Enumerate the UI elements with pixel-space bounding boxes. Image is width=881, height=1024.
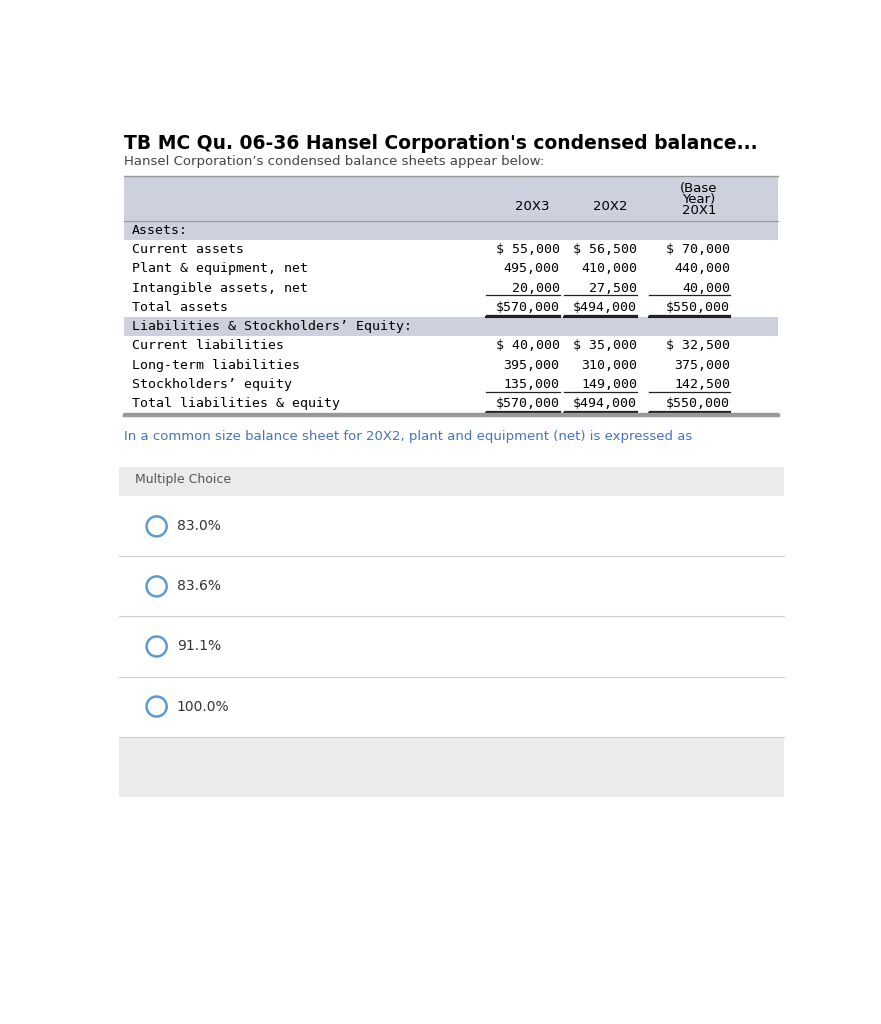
Text: 83.6%: 83.6% bbox=[177, 580, 221, 594]
Text: 91.1%: 91.1% bbox=[177, 639, 221, 653]
Text: (Base: (Base bbox=[680, 182, 718, 196]
Bar bbox=[120, 767, 783, 797]
Text: Multiple Choice: Multiple Choice bbox=[135, 473, 231, 486]
Text: $570,000: $570,000 bbox=[496, 301, 559, 313]
Bar bbox=[120, 467, 783, 767]
Text: 20,000: 20,000 bbox=[512, 282, 559, 295]
Text: 440,000: 440,000 bbox=[674, 262, 730, 275]
Bar bbox=[124, 375, 778, 394]
Text: Current assets: Current assets bbox=[132, 243, 244, 256]
Text: $550,000: $550,000 bbox=[666, 397, 730, 410]
Text: 310,000: 310,000 bbox=[581, 358, 637, 372]
Bar bbox=[124, 298, 778, 316]
Text: 40,000: 40,000 bbox=[682, 282, 730, 295]
Bar bbox=[120, 677, 783, 736]
Bar bbox=[120, 497, 783, 556]
Bar bbox=[124, 316, 778, 336]
Text: Hansel Corporation’s condensed balance sheets appear below:: Hansel Corporation’s condensed balance s… bbox=[124, 156, 544, 168]
Text: 395,000: 395,000 bbox=[504, 358, 559, 372]
Text: Intangible assets, net: Intangible assets, net bbox=[132, 282, 307, 295]
Text: $ 56,500: $ 56,500 bbox=[574, 243, 637, 256]
Bar bbox=[120, 556, 783, 616]
Text: Year): Year) bbox=[683, 193, 715, 206]
Bar bbox=[124, 240, 778, 259]
Text: 83.0%: 83.0% bbox=[177, 519, 220, 534]
Text: 495,000: 495,000 bbox=[504, 262, 559, 275]
Text: 375,000: 375,000 bbox=[674, 358, 730, 372]
Text: In a common size balance sheet for 20X2, plant and equipment (net) is expressed : In a common size balance sheet for 20X2,… bbox=[124, 430, 692, 443]
Text: $ 55,000: $ 55,000 bbox=[496, 243, 559, 256]
Text: Plant & equipment, net: Plant & equipment, net bbox=[132, 262, 307, 275]
Text: 27,500: 27,500 bbox=[589, 282, 637, 295]
Text: $ 70,000: $ 70,000 bbox=[666, 243, 730, 256]
Text: 20X3: 20X3 bbox=[515, 200, 550, 213]
Bar bbox=[124, 279, 778, 298]
Text: Total liabilities & equity: Total liabilities & equity bbox=[132, 397, 340, 410]
Text: Total assets: Total assets bbox=[132, 301, 228, 313]
Text: $ 35,000: $ 35,000 bbox=[574, 339, 637, 352]
Text: $494,000: $494,000 bbox=[574, 397, 637, 410]
Text: $550,000: $550,000 bbox=[666, 301, 730, 313]
Text: $ 32,500: $ 32,500 bbox=[666, 339, 730, 352]
Text: 149,000: 149,000 bbox=[581, 378, 637, 391]
Bar bbox=[120, 616, 783, 677]
Text: Long-term liabilities: Long-term liabilities bbox=[132, 358, 300, 372]
Text: TB MC Qu. 06-36 Hansel Corporation's condensed balance...: TB MC Qu. 06-36 Hansel Corporation's con… bbox=[124, 134, 758, 153]
Text: Liabilities & Stockholders’ Equity:: Liabilities & Stockholders’ Equity: bbox=[132, 321, 411, 333]
Bar bbox=[124, 176, 778, 220]
Text: $570,000: $570,000 bbox=[496, 397, 559, 410]
Bar bbox=[124, 259, 778, 279]
Text: $ 40,000: $ 40,000 bbox=[496, 339, 559, 352]
Text: 142,500: 142,500 bbox=[674, 378, 730, 391]
Bar bbox=[124, 355, 778, 375]
Text: 410,000: 410,000 bbox=[581, 262, 637, 275]
Text: 100.0%: 100.0% bbox=[177, 699, 229, 714]
Bar bbox=[124, 394, 778, 413]
Text: Assets:: Assets: bbox=[132, 224, 188, 237]
Text: 20X1: 20X1 bbox=[682, 204, 716, 217]
Text: Current liabilities: Current liabilities bbox=[132, 339, 284, 352]
Bar bbox=[124, 336, 778, 355]
Bar bbox=[124, 220, 778, 240]
Text: 135,000: 135,000 bbox=[504, 378, 559, 391]
Text: Stockholders’ equity: Stockholders’ equity bbox=[132, 378, 292, 391]
Text: 20X2: 20X2 bbox=[593, 200, 627, 213]
Text: $494,000: $494,000 bbox=[574, 301, 637, 313]
